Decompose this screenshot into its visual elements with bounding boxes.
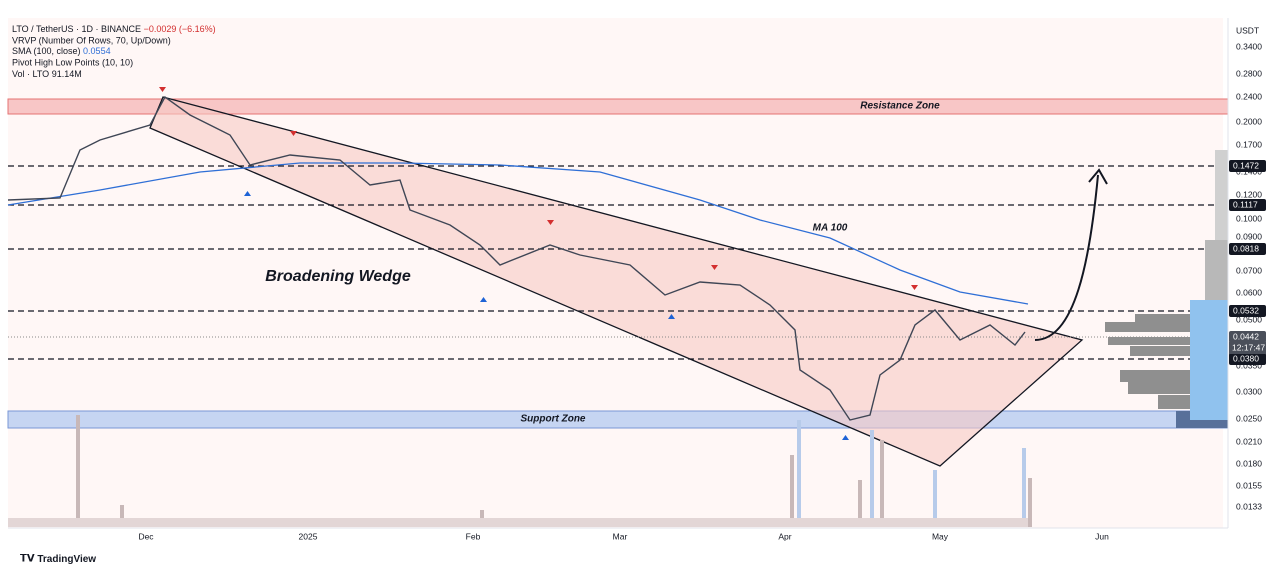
support-label: Support Zone (521, 414, 586, 425)
price-label: 0.0900 (1236, 231, 1262, 241)
time-label: 2025 (299, 531, 318, 541)
sma-value: 0.0554 (83, 46, 111, 56)
price-badge (1229, 199, 1266, 211)
countdown: 12:17:47 (1232, 342, 1265, 352)
ma-line (7, 162, 1029, 305)
pattern-label: Broadening Wedge (265, 268, 411, 285)
price-label: 0.2000 (1236, 116, 1262, 126)
symbol-name: LTO / TetherUS · 1D · BINANCE (12, 24, 141, 34)
time-label: Jun (1095, 531, 1109, 541)
indicator: VRVP (Number Of Rows, 70, Up/Down) (12, 35, 171, 45)
time-label: Apr (778, 531, 791, 541)
price-label: 0.0350 (1236, 360, 1262, 370)
sma-name: SMA (100, close) (12, 46, 81, 56)
vol-value: 91.14M (52, 69, 82, 79)
price-label: 0.2800 (1236, 68, 1262, 78)
resistance-label: Resistance Zone (860, 101, 940, 112)
time-label: Mar (613, 531, 628, 541)
price-label: 0.3400 (1236, 41, 1262, 51)
price-label: 0.1200 (1236, 189, 1262, 199)
price-badge-text: 0.0818 (1233, 243, 1259, 253)
indicator: Pivot High Low Points (10, 10) (12, 57, 133, 67)
time-label: Feb (466, 531, 481, 541)
support-zone (7, 410, 1229, 429)
price-path (7, 95, 1026, 421)
price-badge-text: 0.1117 (1233, 199, 1258, 209)
price-label: 0.0500 (1236, 314, 1262, 324)
indicator: SMA (100, close) 0.0554 (12, 46, 111, 56)
price-label: 0.0700 (1236, 265, 1262, 275)
brand-name: TradingView (37, 554, 96, 565)
price-label: 0.0210 (1236, 436, 1262, 446)
vol-name: Vol · LTO (12, 69, 49, 79)
forecast-arrow (1034, 174, 1099, 341)
price-badge (1229, 331, 1266, 343)
arrow-head (1088, 168, 1108, 185)
price-label: 0.0133 (1236, 501, 1262, 511)
brand: 𝗧𝗩 TradingView (20, 554, 96, 565)
symbol: LTO / TetherUS · 1D · BINANCE −0.0029 (−… (12, 24, 216, 34)
ma-label: MA 100 (813, 223, 848, 234)
price-label: 0.0250 (1236, 413, 1262, 423)
price-label: 0.0155 (1236, 480, 1262, 490)
price-badge (1229, 353, 1266, 365)
volume-profile (1105, 150, 1228, 428)
currency: USDT (1236, 25, 1259, 35)
price-badge-text: 0.0442 (1233, 331, 1259, 341)
countdown-badge (1229, 342, 1266, 354)
price-badge (1229, 243, 1266, 255)
price-label: 0.2400 (1236, 91, 1262, 101)
price-badge (1229, 305, 1266, 317)
wedge (149, 96, 1084, 467)
price-label: 0.1700 (1236, 139, 1262, 149)
price-badge (1229, 160, 1266, 172)
indicator: Vol · LTO 91.14M (12, 69, 82, 79)
price-badge-text: 0.0532 (1233, 305, 1259, 315)
price-label: 0.1000 (1236, 213, 1262, 223)
price-label: 0.0600 (1236, 287, 1262, 297)
change: −0.0029 (−6.16%) (144, 24, 216, 34)
price-badge-text: 0.0380 (1233, 353, 1259, 363)
time-label: May (932, 531, 949, 541)
volume-bars (8, 415, 1032, 527)
time-label: Dec (138, 531, 154, 541)
price-label: 0.0300 (1236, 386, 1262, 396)
price-label: 0.0180 (1236, 458, 1262, 468)
price-badge-text: 0.1472 (1233, 160, 1259, 170)
